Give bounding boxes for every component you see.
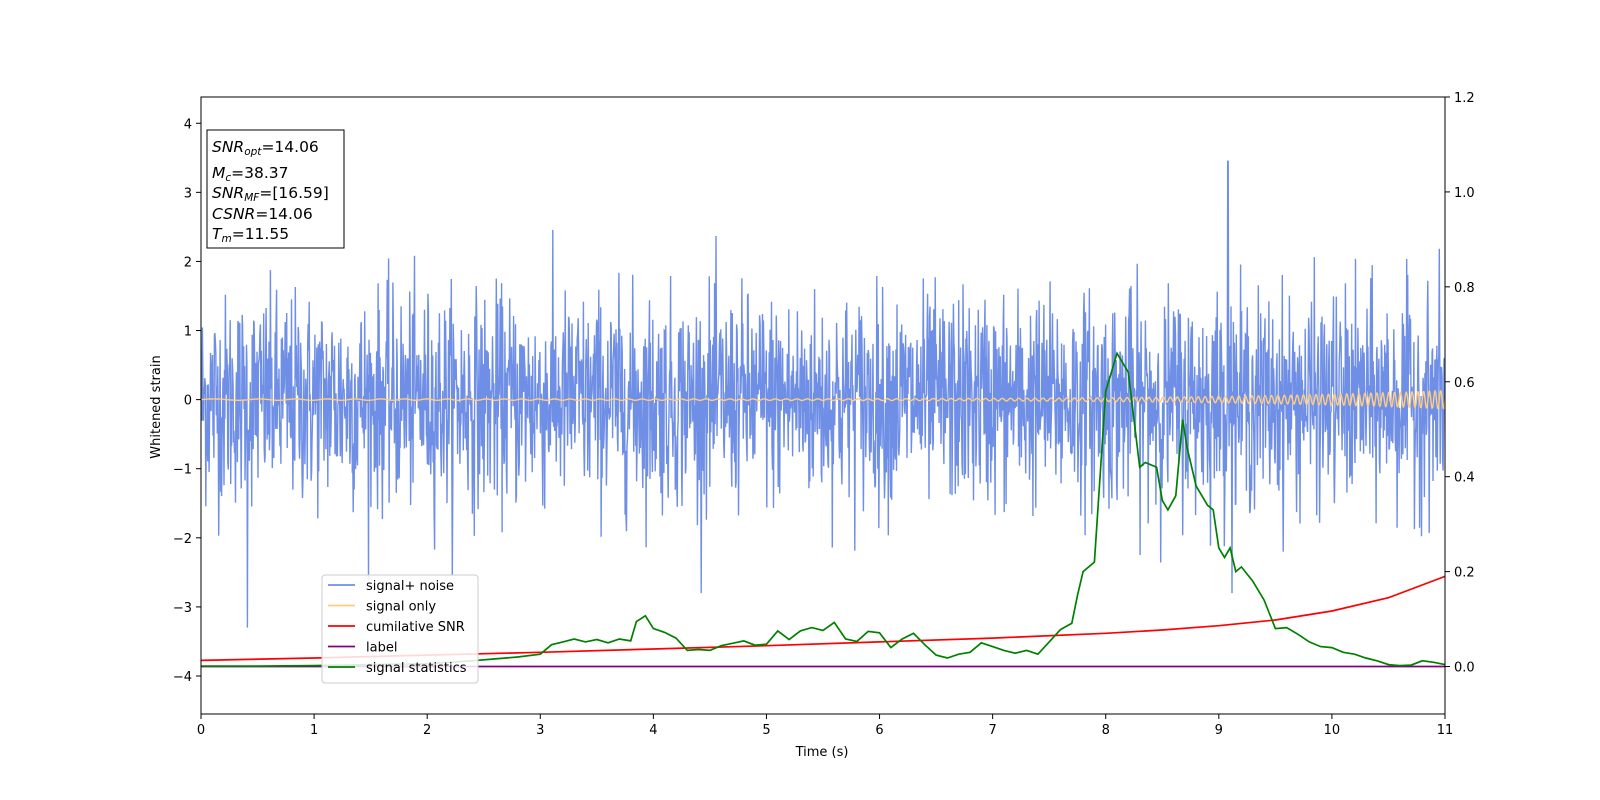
series-signal-statistics [201, 351, 1445, 667]
legend-item-cumulative-snr: cumilative SNR [328, 620, 465, 635]
info-box: SNRopt=14.06 Mc=38.37 SNRMF=[16.59] CSNR… [206, 129, 345, 249]
series-signal-only [201, 389, 1445, 410]
info-box-frame [206, 129, 345, 249]
y-left-tick-label: −3 [173, 601, 192, 616]
x-tick-label: 0 [197, 723, 205, 738]
legend-label: signal+ noise [366, 579, 454, 594]
x-tick-label: 5 [762, 723, 770, 738]
y-right-tick-label: 1.2 [1454, 91, 1475, 106]
y-left-tick-label: 2 [184, 255, 192, 270]
y-left-tick-label: 0 [184, 394, 192, 409]
y-right-tick-label: 0.0 [1454, 661, 1475, 676]
legend-label: cumilative SNR [366, 620, 465, 635]
y-left-tick-label: −4 [173, 670, 192, 685]
x-tick-label: 7 [988, 723, 996, 738]
legend-item-label: label [328, 641, 397, 656]
y-right-tick-label: 0.8 [1454, 281, 1475, 296]
legend-item-signal-noise: signal+ noise [328, 579, 454, 594]
y-right-tick-label: 0.2 [1454, 566, 1475, 581]
x-tick-label: 10 [1324, 723, 1341, 738]
x-tick-label: 9 [1215, 723, 1223, 738]
y-left-tick-label: 4 [184, 117, 192, 132]
y-left-tick-label: −1 [173, 463, 192, 478]
legend-item-signal-only: signal only [328, 600, 436, 615]
y-left-tick-label: 1 [184, 325, 192, 340]
x-tick-label: 8 [1102, 723, 1110, 738]
x-tick-label: 11 [1437, 723, 1454, 738]
info-snr-opt: SNRopt=14.06 [212, 138, 319, 158]
info-csnr: CSNR=14.06 [212, 205, 313, 223]
info-tm: Tm=11.55 [212, 225, 289, 245]
x-axis-title: Time (s) [795, 745, 849, 760]
legend-label: signal statistics [366, 661, 467, 676]
plot-frame [200, 96, 1446, 715]
x-tick-label: 6 [875, 723, 883, 738]
legend-label: signal only [366, 600, 436, 615]
y-left-tick-label: 3 [184, 186, 192, 201]
x-tick-label: 2 [423, 723, 431, 738]
legend: signal+ noise signal only cumilative SNR la… [321, 574, 479, 684]
x-tick-label: 4 [649, 723, 657, 738]
series-signal-noise [201, 160, 1445, 628]
y-axis-title: Whitened strain [149, 355, 164, 458]
info-snr-mf: SNRMF=[16.59] [212, 184, 329, 204]
y-right-tick-label: 1.0 [1454, 186, 1475, 201]
y-right-tick-label: 0.4 [1454, 471, 1475, 486]
x-tick-label: 3 [536, 723, 544, 738]
legend-label: label [366, 641, 397, 656]
y-left-tick-label: −2 [173, 532, 192, 547]
x-tick-label: 1 [310, 723, 318, 738]
info-mc: Mc=38.37 [212, 164, 289, 184]
axes: 0 1 2 3 4 5 6 7 8 9 10 11 −4 −3 −2 −1 0 1 2 3 4 0.0 0.2 0.4 0.6 0… [173, 91, 1475, 738]
y-right-tick-label: 0.6 [1454, 376, 1475, 391]
legend-frame [321, 574, 479, 684]
legend-item-signal-statistics: signal statistics [328, 661, 467, 676]
